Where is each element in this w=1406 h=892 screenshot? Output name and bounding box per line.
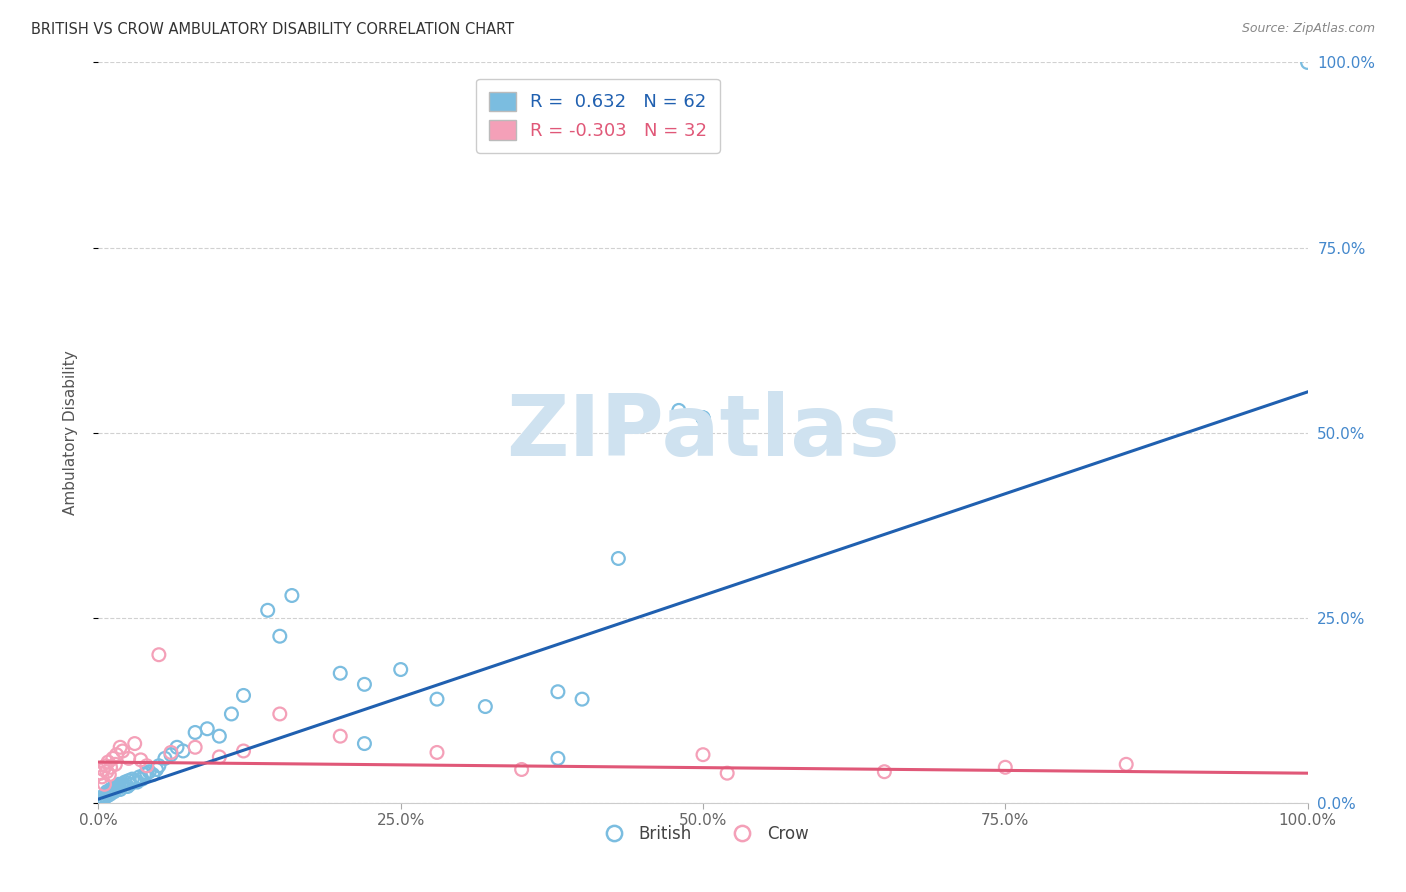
Point: [135, 758, 157, 772]
Point: [221, 706, 243, 721]
Point: [547, 751, 569, 765]
Point: [100, 787, 122, 801]
Point: [256, 603, 278, 617]
Point: [91, 789, 114, 804]
Point: [93, 789, 115, 803]
Point: [103, 785, 125, 799]
Point: [111, 744, 134, 758]
Point: [96, 787, 118, 801]
Point: [105, 747, 128, 762]
Point: [474, 699, 496, 714]
Point: [138, 764, 160, 779]
Point: [118, 773, 141, 788]
Text: BRITISH VS CROW AMBULATORY DISABILITY CORRELATION CHART: BRITISH VS CROW AMBULATORY DISABILITY CO…: [31, 22, 515, 37]
Text: ZIPatlas: ZIPatlas: [506, 391, 900, 475]
Point: [389, 663, 412, 677]
Point: [110, 780, 132, 794]
Point: [353, 737, 375, 751]
Point: [124, 773, 146, 788]
Point: [108, 782, 131, 797]
Point: [97, 789, 120, 803]
Point: [269, 706, 291, 721]
Point: [118, 751, 141, 765]
Point: [510, 763, 533, 777]
Point: [195, 722, 218, 736]
Point: [97, 755, 120, 769]
Point: [329, 666, 352, 681]
Point: [668, 403, 690, 417]
Text: Source: ZipAtlas.com: Source: ZipAtlas.com: [1241, 22, 1375, 36]
Point: [98, 785, 121, 799]
Point: [100, 784, 122, 798]
Point: [91, 770, 114, 784]
Point: [692, 410, 714, 425]
Point: [692, 410, 714, 425]
Point: [172, 744, 194, 758]
Point: [607, 551, 630, 566]
Point: [547, 685, 569, 699]
Point: [94, 758, 117, 772]
Point: [90, 792, 112, 806]
Point: [91, 791, 114, 805]
Point: [692, 747, 714, 762]
Point: [90, 766, 112, 780]
Y-axis label: Ambulatory Disability: Ambulatory Disability: [63, 351, 77, 515]
Point: [118, 777, 141, 791]
Point: [96, 764, 118, 779]
Point: [124, 737, 146, 751]
Point: [184, 740, 207, 755]
Point: [994, 760, 1017, 774]
Point: [114, 775, 136, 789]
Point: [101, 780, 124, 795]
Point: [105, 780, 128, 794]
Point: [104, 782, 127, 797]
Point: [160, 746, 183, 760]
Point: [145, 763, 167, 777]
Point: [873, 764, 896, 779]
Point: [1115, 757, 1137, 772]
Point: [134, 767, 156, 781]
Point: [108, 777, 131, 791]
Point: [111, 777, 134, 791]
Point: [128, 770, 150, 784]
Point: [135, 766, 157, 780]
Point: [148, 648, 170, 662]
Point: [129, 753, 152, 767]
Point: [166, 740, 188, 755]
Point: [208, 729, 231, 743]
Point: [232, 689, 254, 703]
Point: [153, 751, 176, 765]
Point: [269, 629, 291, 643]
Point: [142, 767, 165, 781]
Legend: British, Crow: British, Crow: [591, 819, 815, 850]
Point: [104, 757, 127, 772]
Point: [571, 692, 593, 706]
Point: [127, 775, 149, 789]
Point: [1296, 55, 1319, 70]
Point: [96, 785, 118, 799]
Point: [121, 772, 143, 786]
Point: [100, 782, 122, 797]
Point: [131, 772, 153, 786]
Point: [184, 725, 207, 739]
Point: [100, 760, 122, 774]
Point: [426, 692, 449, 706]
Point: [281, 589, 304, 603]
Point: [101, 751, 124, 765]
Point: [107, 780, 129, 795]
Point: [208, 750, 231, 764]
Point: [329, 729, 352, 743]
Point: [117, 780, 139, 794]
Point: [94, 789, 117, 804]
Point: [232, 744, 254, 758]
Point: [716, 766, 738, 780]
Point: [160, 747, 183, 762]
Point: [93, 777, 115, 791]
Point: [148, 758, 170, 772]
Point: [91, 763, 114, 777]
Point: [426, 746, 449, 760]
Point: [108, 740, 131, 755]
Point: [98, 767, 121, 781]
Point: [353, 677, 375, 691]
